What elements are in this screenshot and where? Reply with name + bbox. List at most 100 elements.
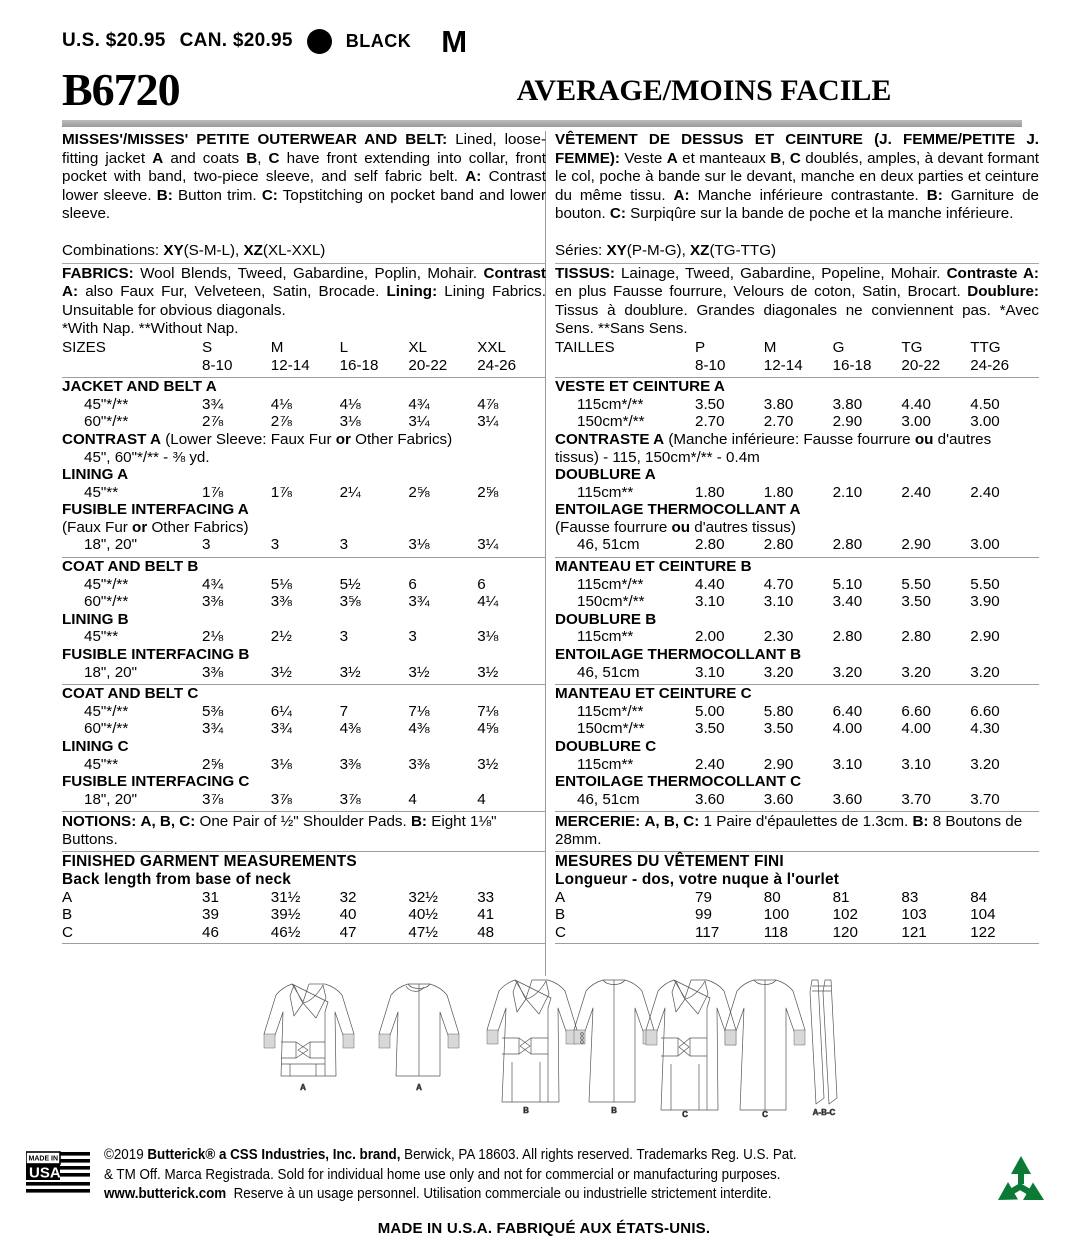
drawing-jacket-a-front <box>263 983 355 1077</box>
english-rule-notions <box>62 850 546 852</box>
row-value-5: 41 <box>477 906 495 924</box>
row-value-1: 3¾ <box>202 395 224 413</box>
row-value-3: 120 <box>832 923 858 941</box>
row-value-1: 3 <box>202 536 211 554</box>
row-value-1: 46 <box>202 923 219 941</box>
row-label: 115cm*/** <box>577 702 644 720</box>
row-value-3: 3.40 <box>832 593 863 611</box>
table-rule <box>555 808 1039 813</box>
row-value-2: 3.20 <box>763 663 794 681</box>
row-value-2: 12-14 <box>270 356 310 374</box>
group-heading: LINING A <box>62 466 129 484</box>
table-row: 115cm** 2.40 2.90 3.10 3.10 3.20 <box>555 756 1039 774</box>
color-swatch-label: BLACK <box>345 30 412 51</box>
row-value-4: 3⅜ <box>408 755 430 773</box>
table-row: VESTE ET CEINTURE A <box>555 378 1039 396</box>
row-value-5: 4⅞ <box>477 395 499 413</box>
row-label: 18", 20" <box>84 536 138 554</box>
row-label: 45"*/** <box>84 702 129 720</box>
french-yardage-body: TAILLES P M G TG TTG 8-10 12-14 16-18 20-22 24-26 V… <box>555 338 1039 813</box>
row-value-4: 32½ <box>408 888 438 906</box>
row-value-5: 3.20 <box>970 663 1000 681</box>
row-value-1: 39 <box>202 906 219 924</box>
row-value-4: 3¼ <box>408 413 430 431</box>
table-row: 45"** 2⅛ 2½ 3 3 3⅛ <box>62 628 546 646</box>
row-label: 115cm** <box>577 755 634 773</box>
row-value-3: G <box>832 338 845 356</box>
footer-line-3: www.butterick.com Reserve à un usage per… <box>104 1186 772 1203</box>
row-value-3: 6.40 <box>832 702 863 720</box>
row-value-2: 3¾ <box>270 720 292 738</box>
row-value-4: 40½ <box>408 906 438 924</box>
group-heading: ENTOILAGE THERMOCOLLANT C <box>555 773 802 791</box>
drawing-coat-c-back <box>724 979 806 1111</box>
row-value-5: 4¼ <box>477 593 499 611</box>
drawing-belt-abc <box>809 979 838 1105</box>
table-row: 46, 51cm 2.80 2.80 2.80 2.90 3.00 <box>555 536 1039 554</box>
row-value-5: 84 <box>970 888 988 906</box>
row-label: 46, 51cm <box>577 536 640 554</box>
table-row: 18", 20" 3 3 3 3⅛ 3¼ <box>62 536 546 554</box>
row-label: 46, 51cm <box>577 790 640 808</box>
table-rule <box>555 554 1039 558</box>
row-value-1: 5.00 <box>695 702 725 720</box>
group-heading: COAT AND BELT B <box>62 558 199 576</box>
table-row: 18", 20" 3⅜ 3½ 3½ 3½ 3½ <box>62 664 546 682</box>
table-row: 46, 51cm 3.10 3.20 3.20 3.20 3.20 <box>555 664 1039 682</box>
row-value-1: 3⅞ <box>202 790 224 808</box>
row-value-5: 3.90 <box>970 593 1000 611</box>
english-yardage-body: SIZES S M L XL XXL 8-10 12-14 16-18 20-22 24-26 JAC… <box>62 339 546 813</box>
row-value-2: 2.90 <box>763 755 794 773</box>
group-heading: FUSIBLE INTERFACING A <box>62 501 249 519</box>
english-finished-body: A 31 31½ 32 32½ 33 B 39 39½ 40 40½ 41 C 46 46½ 47 47½ 48 <box>62 889 546 942</box>
row-label: 60"*/** <box>84 593 129 611</box>
row-value-5: 3.70 <box>970 790 1000 808</box>
group-heading: (Faux Fur or Other Fabrics) <box>62 518 249 536</box>
table-row: 45"*/** 5⅜ 6¼ 7 7⅛ 7⅛ <box>62 703 546 721</box>
row-value-2: 3.10 <box>763 593 794 611</box>
made-in-usa-flag-icon: MADE IN USA <box>25 1151 90 1193</box>
row-label: 45"*/** <box>84 395 129 413</box>
row-value-5: 6 <box>477 575 486 593</box>
row-label: 45"** <box>84 483 119 501</box>
table-row: 45"*/** 4¾ 5⅛ 5½ 6 6 <box>62 576 546 594</box>
table-rule <box>62 554 546 558</box>
row-label <box>62 357 202 375</box>
row-value-1: 1⅞ <box>202 483 224 501</box>
table-row: 60"*/** 3¾ 3¾ 4⅜ 4⅜ 4⅝ <box>62 720 546 738</box>
table-row: CONTRAST A (Lower Sleeve: Faux Fur or Ot… <box>62 431 546 449</box>
table-row: 8-10 12-14 16-18 20-22 24-26 <box>555 357 1039 375</box>
english-rule-end <box>62 943 546 945</box>
table-row: 115cm*/** 3.50 3.80 3.80 4.40 4.50 <box>555 396 1039 414</box>
english-yardage-table: SIZES S M L XL XXL 8-10 12-14 16-18 20-22 24-26 JAC… <box>62 339 546 813</box>
table-row: COAT AND BELT B <box>62 558 546 576</box>
row-value-1: 3.50 <box>695 720 725 738</box>
row-value-5: 3½ <box>477 755 499 773</box>
row-value-3: 5½ <box>339 575 361 593</box>
row-value-1: 2.80 <box>695 536 725 554</box>
drawing-label-a-back: A <box>416 1083 422 1092</box>
row-value-2: M <box>763 338 777 356</box>
row-value-5: 3¼ <box>477 536 499 554</box>
row-value-5: 2.90 <box>970 628 1000 646</box>
table-row: B 99 100 102 103 104 <box>555 906 1039 924</box>
row-label: 45"** <box>84 628 119 646</box>
english-description: MISSES'/MISSES' PETITE OUTERWEAR AND BEL… <box>62 131 546 223</box>
row-value-2: 2½ <box>270 628 292 646</box>
group-heading: CONTRASTE A (Manche inférieure: Fausse f… <box>555 430 992 466</box>
row-value-3: 5.10 <box>832 575 863 593</box>
size-code: M <box>441 23 468 59</box>
french-finished-table: A 79 80 81 83 84 B 99 100 102 103 104 C 117 118 120 121 1… <box>555 889 1039 942</box>
table-row: A 79 80 81 83 84 <box>555 889 1039 907</box>
table-row: DOUBLURE C <box>555 738 1039 756</box>
row-value-3: 16-18 <box>832 356 872 374</box>
row-value-2: 2.30 <box>763 628 794 646</box>
group-heading: FUSIBLE INTERFACING B <box>62 646 250 664</box>
row-value-4: 83 <box>901 888 919 906</box>
group-heading: DOUBLURE C <box>555 738 657 755</box>
table-row: DOUBLURE B <box>555 611 1039 629</box>
row-value-5: TTG <box>970 338 1001 356</box>
row-value-2: 5.80 <box>763 702 794 720</box>
table-row: 115cm** 2.00 2.30 2.80 2.80 2.90 <box>555 628 1039 646</box>
row-value-3: 3⅝ <box>339 593 361 611</box>
